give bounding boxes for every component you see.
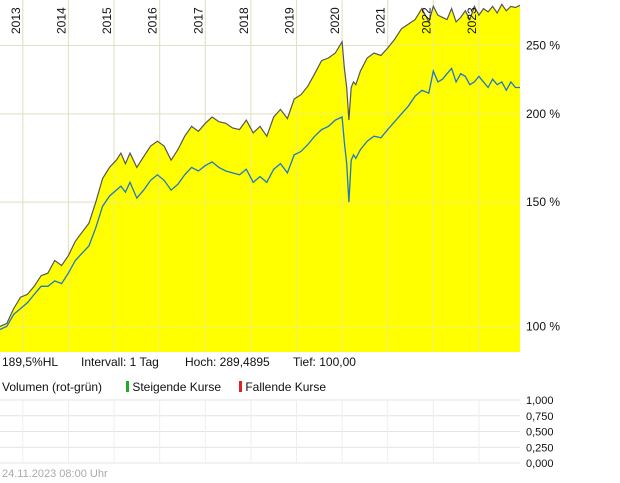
x-tick-label: 2015 [100, 7, 114, 34]
line-series [0, 67, 520, 331]
rising-label: Steigende Kurse [132, 380, 222, 394]
rising-legend: Steigende Kurse [126, 380, 221, 394]
falling-legend: Fallende Kurse [239, 380, 326, 394]
y-tick-label: 100 % [526, 319, 560, 333]
x-tick-label: 2014 [54, 7, 68, 34]
volume-tick-label: 0,500 [526, 427, 554, 439]
x-tick-label: 2023 [465, 7, 479, 34]
x-tick-label: 2013 [9, 7, 23, 34]
x-tick-label: 2017 [191, 7, 205, 34]
volume-tick-label: 0,000 [526, 458, 554, 470]
high-value: Hoch: 289,4895 [185, 355, 270, 369]
x-tick-label: 2018 [237, 7, 251, 34]
x-tick-label: 2020 [328, 7, 342, 34]
y-tick-label: 150 % [526, 195, 560, 209]
area-series-fill [0, 4, 520, 353]
x-tick-label: 2019 [282, 7, 296, 34]
low-value: Tief: 100,00 [293, 355, 356, 369]
volume-title: Volumen (rot-grün) [2, 380, 103, 394]
volume-tick-label: 1,000 [526, 395, 554, 407]
interval-value: Intervall: 1 Tag [81, 355, 159, 369]
y-tick-label: 250 % [526, 39, 560, 53]
rising-swatch [126, 381, 129, 392]
volume-tick-label: 0,750 [526, 411, 554, 423]
performance-value: 189,5%HL [2, 355, 59, 369]
x-tick-label: 2021 [374, 7, 388, 34]
falling-swatch [239, 381, 242, 392]
x-tick-label: 2022 [419, 7, 433, 34]
x-tick-label: 2016 [146, 7, 160, 34]
y-tick-label: 200 % [526, 107, 560, 121]
timestamp-footer: 24.11.2023 08:00 Uhr [2, 468, 108, 480]
falling-label: Fallende Kurse [245, 380, 327, 394]
area-series-line [0, 3, 521, 327]
volume-tick-label: 0,250 [526, 442, 554, 454]
